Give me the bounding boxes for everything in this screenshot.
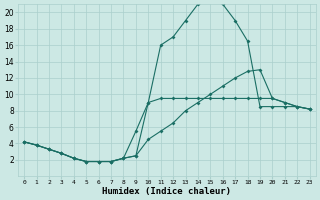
X-axis label: Humidex (Indice chaleur): Humidex (Indice chaleur) (102, 187, 231, 196)
